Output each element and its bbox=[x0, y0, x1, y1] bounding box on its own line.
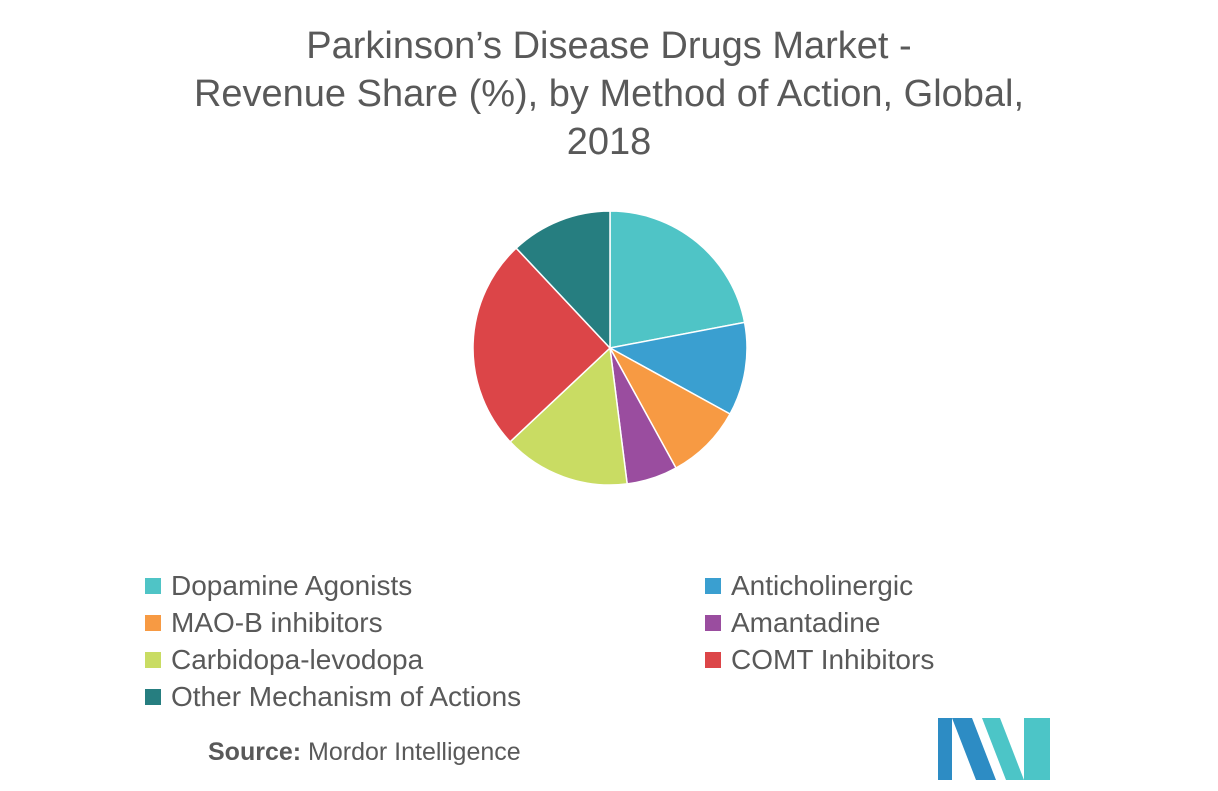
legend-swatch bbox=[145, 689, 161, 705]
legend-swatch bbox=[705, 578, 721, 594]
legend-item: COMT Inhibitors bbox=[705, 642, 934, 678]
source-text: Mordor Intelligence bbox=[308, 738, 521, 766]
pie-chart bbox=[472, 210, 748, 486]
legend-item: Anticholinergic bbox=[705, 568, 913, 604]
legend-swatch bbox=[145, 615, 161, 631]
chart-title-line-2: Revenue Share (%), by Method of Action, … bbox=[193, 73, 1025, 115]
source-note: Source: Mordor Intelligence bbox=[208, 738, 521, 767]
legend-swatch bbox=[705, 652, 721, 668]
legend-label: Anticholinergic bbox=[731, 570, 914, 601]
pie-slice-anticholinergic bbox=[607, 321, 748, 416]
mordor-intelligence-logo bbox=[938, 718, 1050, 780]
logo-shape-left bbox=[938, 718, 952, 780]
logo-shape-diag-2 bbox=[982, 718, 1024, 780]
pie-slice-other-mechanism-of-actions bbox=[515, 210, 611, 350]
source-label: Source: bbox=[208, 738, 302, 766]
logo-shape-diag-1 bbox=[952, 718, 996, 780]
legend-label: Amantadine bbox=[731, 607, 881, 638]
legend-item: Carbidopa-levodopa bbox=[145, 642, 423, 678]
legend-label: Dopamine Agonists bbox=[171, 570, 413, 601]
legend-swatch bbox=[145, 652, 161, 668]
pie-slice-dopamine-agonists bbox=[609, 210, 746, 349]
legend-item: Dopamine Agonists bbox=[145, 568, 412, 604]
chart-title: Parkinson’s Disease Drugs Market - Reven… bbox=[0, 22, 1218, 166]
legend-label: MAO-B inhibitors bbox=[171, 607, 383, 638]
legend-swatch bbox=[705, 615, 721, 631]
logo-shape-right bbox=[1024, 718, 1050, 780]
legend-label: Other Mechanism of Actions bbox=[171, 681, 522, 712]
chart-title-line-1: Parkinson’s Disease Drugs Market - bbox=[306, 25, 912, 67]
legend-item: MAO-B inhibitors bbox=[145, 605, 383, 641]
legend-item: Other Mechanism of Actions bbox=[145, 679, 521, 715]
pie-slice-carbidopa-levodopa bbox=[509, 346, 629, 486]
pie-slice-comt-inhibitors bbox=[472, 247, 612, 443]
legend-swatch bbox=[145, 578, 161, 594]
legend-item: Amantadine bbox=[705, 605, 880, 641]
legend-label: COMT Inhibitors bbox=[731, 644, 935, 675]
legend-label: Carbidopa-levodopa bbox=[171, 644, 424, 675]
chart-title-line-3: 2018 bbox=[566, 121, 652, 163]
